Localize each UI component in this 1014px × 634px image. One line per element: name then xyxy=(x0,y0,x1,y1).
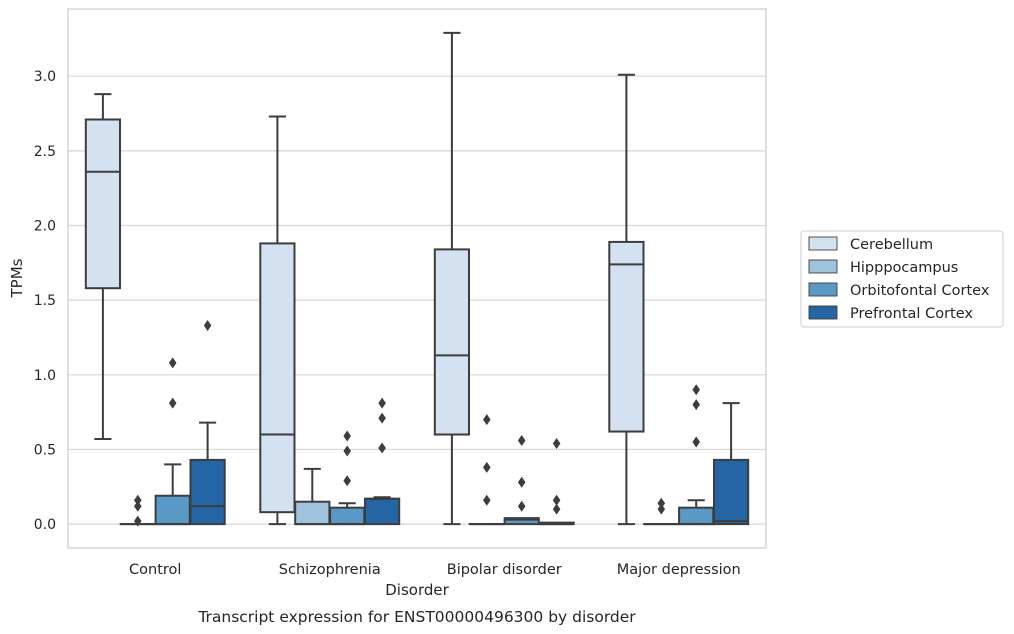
box xyxy=(503,517,540,526)
y-tick-label: 1.0 xyxy=(34,368,56,384)
box-group xyxy=(433,31,471,526)
box-group xyxy=(468,414,505,526)
legend-swatch xyxy=(808,282,838,297)
outlier-point xyxy=(483,494,491,506)
outlier-point xyxy=(692,436,700,448)
outlier-point xyxy=(203,320,212,332)
outlier-point xyxy=(378,442,386,454)
y-axis-label: TPMs xyxy=(8,258,26,298)
box-group xyxy=(712,402,750,526)
outlier-point xyxy=(134,500,142,512)
y-tick-label: 2.5 xyxy=(34,144,56,160)
outlier-point xyxy=(552,494,561,506)
legend-label: Hipppocampus xyxy=(850,260,958,276)
outlier-point xyxy=(134,515,142,527)
outlier-point xyxy=(483,414,491,426)
x-tick-label: Control xyxy=(129,562,181,578)
outlier-point xyxy=(517,500,526,512)
outlier-point xyxy=(552,437,561,449)
y-tick-label: 0.0 xyxy=(34,517,56,533)
box-group xyxy=(329,430,366,526)
y-tick-label: 1.5 xyxy=(34,293,56,309)
y-tick-labels: 0.0 0.5 1.0 1.5 2.0 2.5 3.0 xyxy=(34,69,56,533)
legend-frame xyxy=(800,230,1004,328)
outlier-point xyxy=(657,503,666,515)
x-tick-label: Schizophrenia xyxy=(279,562,381,578)
box-group xyxy=(363,397,401,526)
outlier-point xyxy=(343,445,351,457)
box-group xyxy=(643,497,680,526)
box-group xyxy=(294,467,331,526)
legend-swatch xyxy=(808,236,838,251)
legend-swatch xyxy=(808,259,838,274)
legend: Cerebellum Hipppocampus Orbitofontal Corte… xyxy=(800,230,1004,328)
outlier-point xyxy=(483,461,491,473)
box xyxy=(84,118,122,290)
box-group xyxy=(154,357,191,526)
box-group xyxy=(189,320,226,526)
box xyxy=(363,497,401,526)
outlier-point xyxy=(692,384,700,396)
outlier-point xyxy=(168,397,177,409)
outlier-point xyxy=(343,430,351,442)
plot-frame xyxy=(67,8,767,549)
outlier-point xyxy=(378,412,386,424)
x-tick-labels: Control Schizophrenia Bipolar disorder Majo… xyxy=(129,562,741,578)
plot-area xyxy=(68,9,766,548)
box-group xyxy=(678,384,715,526)
legend-label: Orbitofontal Cortex xyxy=(850,283,990,299)
legend-label: Cerebellum xyxy=(850,237,933,253)
outlier-point xyxy=(517,476,526,488)
x-axis-label: Disorder xyxy=(385,581,449,599)
outlier-point xyxy=(552,503,561,515)
box xyxy=(154,494,191,526)
y-tick-label: 2.0 xyxy=(34,218,56,234)
outlier-point xyxy=(517,434,526,446)
box-group xyxy=(259,115,296,526)
box xyxy=(259,242,296,514)
outlier-point xyxy=(692,399,700,411)
x-tick-label: Bipolar disorder xyxy=(447,562,562,578)
legend-label: Prefrontal Cortex xyxy=(850,306,973,322)
box-group xyxy=(538,437,575,526)
box-group xyxy=(503,434,540,526)
y-tick-label: 3.0 xyxy=(34,69,56,85)
box xyxy=(608,240,645,433)
outlier-point xyxy=(343,475,351,487)
outlier-point xyxy=(134,494,142,506)
x-tick-label: Major depression xyxy=(617,562,741,578)
box-group xyxy=(608,73,645,526)
boxes xyxy=(84,31,750,527)
chart-caption: Transcript expression for ENST0000049630… xyxy=(197,608,636,626)
box-group xyxy=(84,93,122,441)
box xyxy=(294,500,331,526)
box xyxy=(189,458,226,526)
outlier-point xyxy=(657,497,666,509)
box xyxy=(678,506,715,526)
y-tick-label: 0.5 xyxy=(34,442,56,458)
outlier-point xyxy=(378,397,386,409)
legend-swatch xyxy=(808,305,838,320)
box xyxy=(329,506,366,526)
box xyxy=(712,458,750,526)
outlier-point xyxy=(168,357,177,369)
box xyxy=(433,248,471,436)
